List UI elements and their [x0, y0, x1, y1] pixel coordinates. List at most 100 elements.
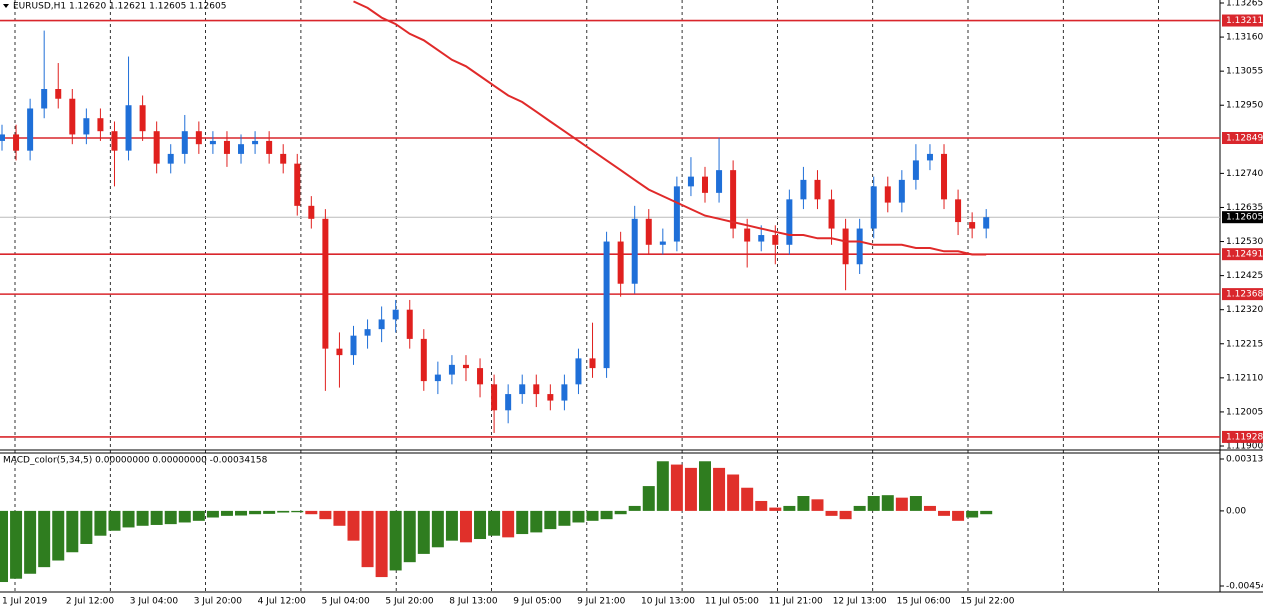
candle-body — [673, 186, 680, 242]
macd-bar — [192, 510, 205, 521]
macd-bar — [220, 510, 233, 516]
candle-body — [322, 218, 329, 349]
level-box — [1222, 430, 1263, 443]
macd-bar — [24, 510, 37, 574]
candle-body — [842, 228, 849, 265]
candle-body — [491, 384, 498, 411]
macd-bar — [839, 510, 852, 520]
macd-bar — [38, 510, 51, 568]
x-tick-label: 15 Jul 06:00 — [897, 597, 951, 607]
chart-title: EURUSD,H1 1.12620 1.12621 1.12605 1.1260… — [13, 2, 226, 12]
x-tick-label: 8 Jul 13:00 — [449, 597, 498, 607]
macd-bar — [375, 510, 388, 578]
menu-triangle — [3, 4, 9, 8]
candle-body — [139, 105, 146, 132]
candle-body — [758, 235, 765, 242]
macd-bar — [727, 474, 740, 511]
macd-tick-label: 0.00 — [1226, 506, 1246, 516]
macd-bar — [0, 510, 8, 583]
candle-body — [786, 199, 793, 245]
macd-bar — [235, 510, 248, 516]
candle-body — [941, 153, 948, 200]
candle-body — [716, 170, 723, 193]
x-tick-label: 3 Jul 20:00 — [194, 597, 243, 607]
macd-bar — [699, 461, 711, 511]
macd-tick-label: 0.003137 — [1226, 455, 1263, 465]
candle-body — [645, 218, 652, 245]
candle-body — [814, 179, 821, 200]
macd-bar — [164, 510, 177, 525]
x-tick-label: 2 Jul 12:00 — [66, 597, 115, 607]
candle-body — [406, 309, 413, 339]
macd-bar — [797, 496, 810, 511]
macd-bar — [586, 510, 599, 521]
candle-body — [744, 228, 751, 242]
x-tick-label: 12 Jul 13:00 — [833, 597, 887, 607]
macd-bar — [980, 510, 993, 515]
macd-bar — [825, 510, 838, 516]
candle-body — [533, 384, 540, 395]
candle-body — [898, 179, 905, 203]
x-tick-label: 4 Jul 12:00 — [258, 597, 307, 607]
candle-body — [83, 118, 90, 135]
macd-bar — [558, 510, 571, 526]
macd-bar — [417, 510, 430, 554]
y-tick-label: 1.12005 — [1226, 407, 1263, 417]
level-box — [1222, 14, 1263, 27]
macd-bar — [769, 507, 782, 511]
x-tick-label: 10 Jul 13:00 — [641, 597, 695, 607]
x-tick-label: 9 Jul 21:00 — [577, 597, 626, 607]
macd-bar — [544, 510, 557, 530]
y-tick-label: 1.12635 — [1226, 203, 1263, 213]
macd-bar — [150, 510, 163, 525]
candle-body — [561, 384, 568, 401]
candle-body — [181, 131, 188, 154]
vertical-grid — [14, 0, 1159, 592]
macd-bar — [389, 510, 402, 571]
macd-bar — [628, 505, 641, 511]
candle-body — [575, 358, 582, 385]
candle-body — [55, 89, 62, 99]
macd-bar — [291, 510, 304, 513]
level-label: 1.12849 — [1226, 134, 1263, 144]
macd-bar — [684, 467, 697, 511]
candle-body — [505, 394, 512, 411]
candle-body — [631, 218, 638, 284]
macd-bar — [277, 510, 290, 513]
level-box — [1222, 288, 1263, 301]
candle-body — [0, 134, 5, 141]
macd-bar — [811, 499, 824, 511]
candle-body — [617, 241, 624, 284]
macd-title: MACD_color(5,34,5) 0.00000000 0.00000000… — [3, 456, 268, 466]
macd-bar — [741, 487, 754, 511]
macd-bar — [319, 510, 332, 520]
candle-body — [547, 394, 554, 401]
macd-tick-label: -0.00454 — [1226, 582, 1263, 592]
macd-bar — [642, 486, 655, 511]
candle-body — [589, 358, 596, 369]
candle-body — [477, 368, 484, 385]
macd-bar — [66, 510, 79, 553]
level-label: 1.13211 — [1226, 16, 1263, 26]
level-box — [1222, 132, 1263, 145]
macd-bar — [656, 461, 669, 511]
y-tick-label: 1.12530 — [1226, 237, 1263, 247]
macd-bar — [881, 495, 894, 511]
macd-bar — [403, 510, 416, 563]
macd-bar — [474, 510, 487, 540]
candle-body — [603, 241, 610, 369]
macd-bar — [713, 467, 726, 511]
macd-bar — [502, 510, 515, 538]
candle-body — [111, 131, 118, 151]
macd-bar — [530, 510, 543, 533]
candle-body — [97, 118, 104, 132]
candle-body — [294, 163, 301, 206]
macd-pane — [0, 461, 993, 583]
macd-bar — [94, 510, 107, 536]
candle-body — [448, 364, 455, 375]
candle-body — [926, 153, 933, 161]
macd-bar — [895, 497, 908, 511]
x-tick-label: 5 Jul 20:00 — [385, 597, 434, 607]
candle-body — [828, 199, 835, 229]
